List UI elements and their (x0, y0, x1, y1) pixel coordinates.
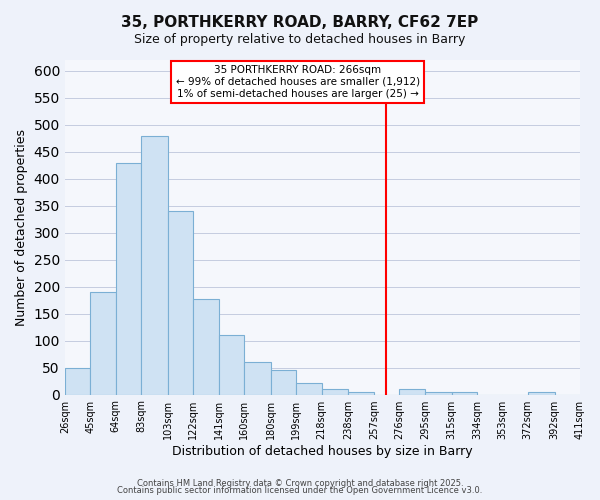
Bar (528, 392, 554, 394)
Bar (90, 292, 116, 394)
Bar (116, 162, 141, 394)
Bar (168, 211, 193, 394)
Bar (349, 392, 374, 394)
X-axis label: Distribution of detached houses by size in Barry: Distribution of detached houses by size … (172, 444, 473, 458)
Bar (141, 136, 168, 394)
Text: 35, PORTHKERRY ROAD, BARRY, CF62 7EP: 35, PORTHKERRY ROAD, BARRY, CF62 7EP (121, 15, 479, 30)
Bar (452, 392, 477, 394)
Bar (271, 370, 296, 394)
Bar (296, 382, 322, 394)
Text: Contains HM Land Registry data © Crown copyright and database right 2025.: Contains HM Land Registry data © Crown c… (137, 478, 463, 488)
Text: Contains public sector information licensed under the Open Government Licence v3: Contains public sector information licen… (118, 486, 482, 495)
Text: 35 PORTHKERRY ROAD: 266sqm
← 99% of detached houses are smaller (1,912)
1% of se: 35 PORTHKERRY ROAD: 266sqm ← 99% of deta… (176, 66, 420, 98)
Bar (193, 298, 218, 394)
Bar (244, 362, 271, 394)
Bar (65, 368, 90, 394)
Y-axis label: Number of detached properties: Number of detached properties (15, 129, 28, 326)
Bar (218, 335, 244, 394)
Bar (322, 389, 349, 394)
Text: Size of property relative to detached houses in Barry: Size of property relative to detached ho… (134, 32, 466, 46)
Bar (425, 392, 452, 394)
Bar (400, 389, 425, 394)
